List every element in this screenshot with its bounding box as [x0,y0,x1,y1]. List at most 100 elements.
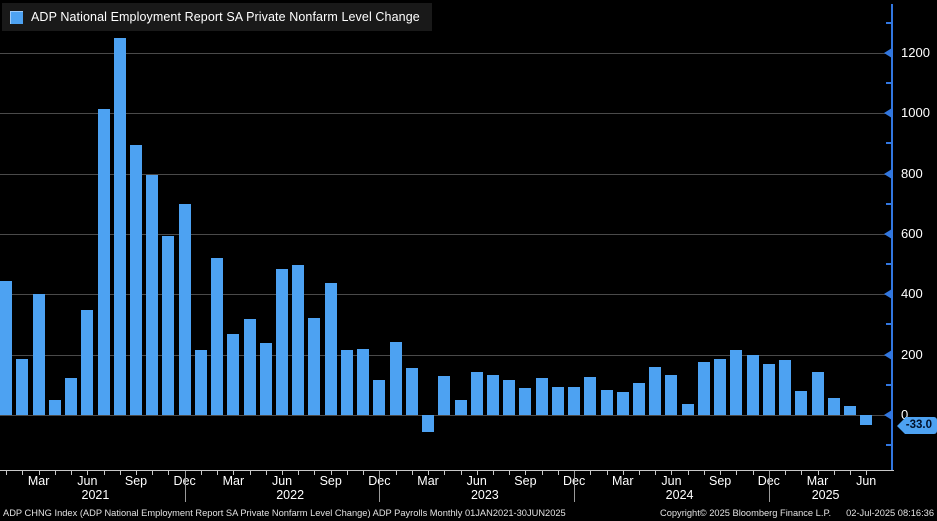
bar [616,391,629,415]
year-label: 2023 [470,488,499,502]
gridline [0,415,893,416]
gridline [0,173,893,175]
bar [665,375,678,415]
bar [324,282,337,415]
bar [633,382,645,415]
x-axis-label: Jun [77,474,98,488]
bar [454,399,467,415]
month-tick [817,471,819,475]
bar [65,378,78,415]
bar [438,375,451,415]
month-tick [217,471,219,475]
legend[interactable]: ADP National Employment Report SA Privat… [2,3,432,31]
month-tick [606,471,608,475]
gridline [0,354,893,356]
y-axis-minor-tick [886,21,892,24]
bar [584,376,597,415]
bar [551,386,564,415]
bar [308,318,321,415]
bar [746,354,759,415]
y-axis-minor-tick [886,383,892,386]
footer-security-info: ADP CHNG Index (ADP National Employment … [3,508,566,518]
y-axis-major-tick [884,289,892,300]
bar [32,294,45,415]
month-tick [444,471,446,475]
year-label: 2022 [276,488,305,502]
bar [860,415,873,425]
x-axis-label: Mar [612,474,634,488]
month-tick [200,471,202,475]
y-axis [891,4,893,470]
month-tick [720,471,722,475]
bar [470,372,483,415]
y-axis-major-tick [884,349,892,360]
bar [211,257,224,415]
x-axis-label: Mar [222,474,245,488]
bar [178,203,191,415]
bar [811,371,824,415]
month-tick [71,471,73,475]
last-value-badge: -33.0 [896,417,937,434]
month-tick [655,471,657,475]
x-axis [0,470,894,471]
year-label: 2024 [665,488,694,502]
month-tick [54,471,56,475]
month-tick [298,471,300,475]
x-axis-label: Jun [466,474,487,488]
month-tick [866,471,868,475]
year-divider [768,471,770,502]
month-tick [622,471,624,475]
y-axis-label: 0 [901,407,909,422]
bar [843,406,856,415]
x-axis-label: Jun [271,474,293,488]
month-tick [152,471,154,475]
month-tick [233,471,235,475]
month-tick [541,471,543,475]
bar [779,360,792,415]
bar [97,109,110,415]
bar [227,333,240,415]
gridline [0,294,893,296]
footer: ADP CHNG Index (ADP National Employment … [0,505,937,521]
month-tick [557,471,559,475]
bar [130,145,142,415]
x-axis-label: Jun [856,474,877,488]
gridline [0,233,893,235]
legend-label: ADP National Employment Report SA Privat… [31,10,420,24]
month-tick [119,471,121,475]
bar [422,415,435,432]
month-tick [168,471,170,475]
x-axis-label: Mar [417,474,439,488]
month-tick [639,471,640,475]
bar [535,377,548,415]
bar [697,362,710,415]
plot-area[interactable] [0,0,894,470]
badge-value: -33.0 [904,417,937,434]
bar [243,319,256,415]
bar [568,387,581,415]
bar [146,175,159,415]
bar [486,374,499,415]
bar [795,390,808,415]
gridline [0,113,893,115]
y-axis-label: 600 [901,225,923,241]
year-divider [379,471,381,502]
bar [730,349,743,415]
month-tick [265,471,267,475]
bar [81,310,94,415]
y-axis-label: 400 [901,286,923,302]
month-tick [525,471,527,475]
bar [681,403,694,415]
x-axis-label: Jun [661,474,682,488]
month-tick [590,471,592,475]
bar [714,359,727,415]
month-tick [703,471,705,475]
y-axis-major-tick [884,47,892,58]
month-tick [346,471,348,475]
x-axis-label: Dec [557,474,591,488]
month-tick [736,471,738,475]
y-axis-major-tick [884,108,892,119]
month-tick [282,471,284,475]
bar [519,388,532,415]
month-tick [833,471,835,475]
